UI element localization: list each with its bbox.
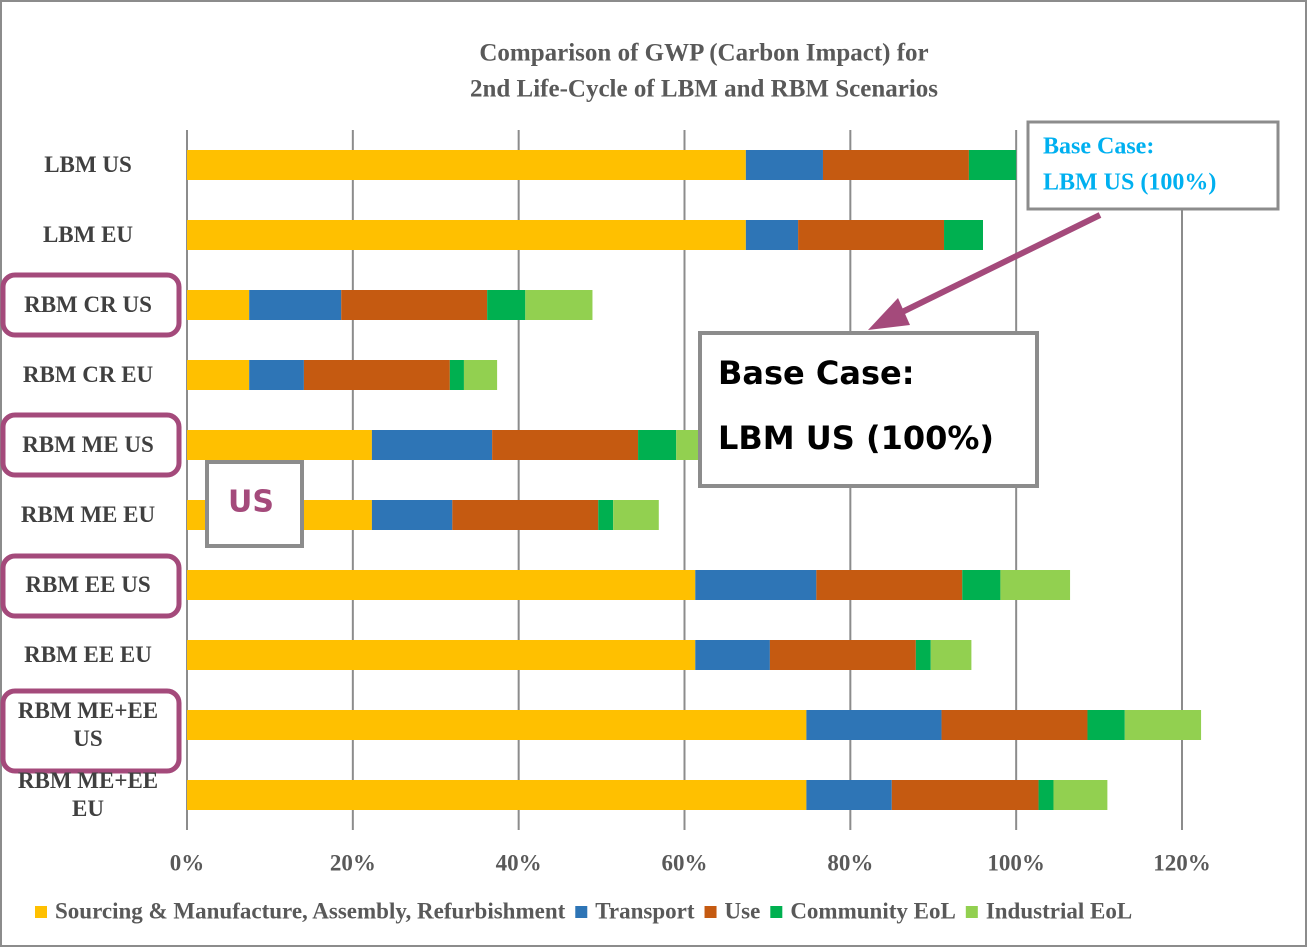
legend-label: Use	[725, 898, 761, 923]
bar-segment	[1053, 780, 1108, 810]
bar-segment	[371, 430, 493, 460]
bar-segment	[891, 780, 1039, 810]
bar-segment	[341, 290, 488, 320]
y-tick-label: LBM US	[44, 152, 132, 177]
legend-swatch	[704, 906, 717, 918]
bar-segment	[1038, 780, 1054, 810]
arrow	[890, 212, 1102, 320]
bar-segment	[187, 430, 372, 460]
highlight-box	[0, 412, 182, 478]
highlight-box	[0, 553, 182, 619]
bar-segment	[187, 220, 746, 250]
x-tick-label: 20%	[330, 850, 376, 875]
bar-segment	[525, 290, 593, 320]
annotation: LBM US (100%)	[1043, 170, 1216, 196]
y-tick-label: RBM CR US	[24, 292, 152, 317]
arrow-head	[868, 298, 910, 330]
x-tick-label: 100%	[987, 850, 1045, 875]
highlight-box	[0, 272, 182, 338]
y-tick-label: RBM CR EU	[22, 362, 154, 387]
y-tick-label: RBM EE EU	[24, 642, 152, 667]
bar-segment	[941, 710, 1088, 740]
bar-segment	[915, 640, 931, 670]
bar-segment	[613, 500, 659, 530]
bar-segment	[638, 430, 677, 460]
legend-swatch	[35, 906, 47, 918]
x-tick-label: 0%	[170, 850, 205, 875]
bar-segment	[745, 220, 799, 250]
bar-segment	[187, 780, 807, 810]
bar-segment	[806, 710, 942, 740]
chart-subtitle: 2nd Life-Cycle of LBM and RBM Scenarios	[470, 76, 938, 103]
y-tick-label: RBM ME EU	[20, 502, 156, 527]
legend-swatch	[575, 906, 588, 918]
bar-segment	[822, 150, 969, 180]
bar-segment	[187, 150, 746, 180]
legend-swatch	[770, 906, 783, 918]
bar-segment	[371, 500, 453, 530]
bar-segment	[1000, 570, 1071, 600]
annotation: LBM US (100%)	[718, 419, 994, 457]
bar-segment	[598, 500, 614, 530]
bar-segment	[798, 220, 945, 250]
annotation-box	[205, 460, 304, 548]
x-tick-label: 40%	[496, 850, 542, 875]
bar-segment	[769, 640, 916, 670]
legend-label: Community EoL	[790, 898, 956, 923]
bar-segment	[187, 640, 696, 670]
bar-segment	[930, 640, 972, 670]
bar-segment	[187, 290, 250, 320]
bar-segment	[816, 570, 963, 600]
bar-segment	[187, 360, 250, 390]
bar-segment	[968, 150, 1017, 180]
chart-title: Comparison of GWP (Carbon Impact) for	[479, 40, 928, 67]
highlight-box	[0, 688, 182, 774]
y-tick-label: RBM ME US	[22, 432, 154, 457]
bar-segment	[187, 710, 807, 740]
annotation: Base Case:	[718, 354, 915, 392]
annotation: US	[228, 485, 274, 520]
bar-segment	[695, 570, 817, 600]
y-tick-label: RBM ME+EE US	[17, 698, 159, 751]
legend-label: Sourcing & Manufacture, Assembly, Refurb…	[55, 898, 566, 923]
x-tick-label: 120%	[1153, 850, 1211, 875]
annotation: Base Case:	[1043, 134, 1154, 160]
bar-segment	[962, 570, 1001, 600]
y-tick-label: RBM EE US	[25, 572, 151, 597]
bar-segment	[944, 220, 983, 250]
bar-segment	[303, 360, 450, 390]
x-tick-label: 80%	[827, 850, 873, 875]
bar-segment	[487, 290, 526, 320]
bar-segment	[449, 360, 464, 390]
annotation-box	[1026, 120, 1280, 211]
bar-segment	[452, 500, 599, 530]
bar-segment	[745, 150, 823, 180]
x-tick-label: 60%	[662, 850, 708, 875]
bar-segment	[695, 640, 770, 670]
y-tick-label: LBM EU	[42, 222, 134, 247]
bar-segment	[463, 360, 498, 390]
legend-label: Industrial EoL	[986, 898, 1132, 923]
y-tick-label: RBM ME+EE EU	[17, 768, 159, 821]
legend-swatch	[965, 906, 978, 918]
bar-segment	[249, 360, 304, 390]
bar-segment	[806, 780, 892, 810]
bar-segment	[492, 430, 639, 460]
bar-segment	[1124, 710, 1202, 740]
bar-segment	[249, 290, 342, 320]
annotation-box	[698, 331, 1039, 488]
bar-segment	[187, 570, 696, 600]
legend-label: Transport	[595, 898, 695, 923]
bar-segment	[1087, 710, 1125, 740]
